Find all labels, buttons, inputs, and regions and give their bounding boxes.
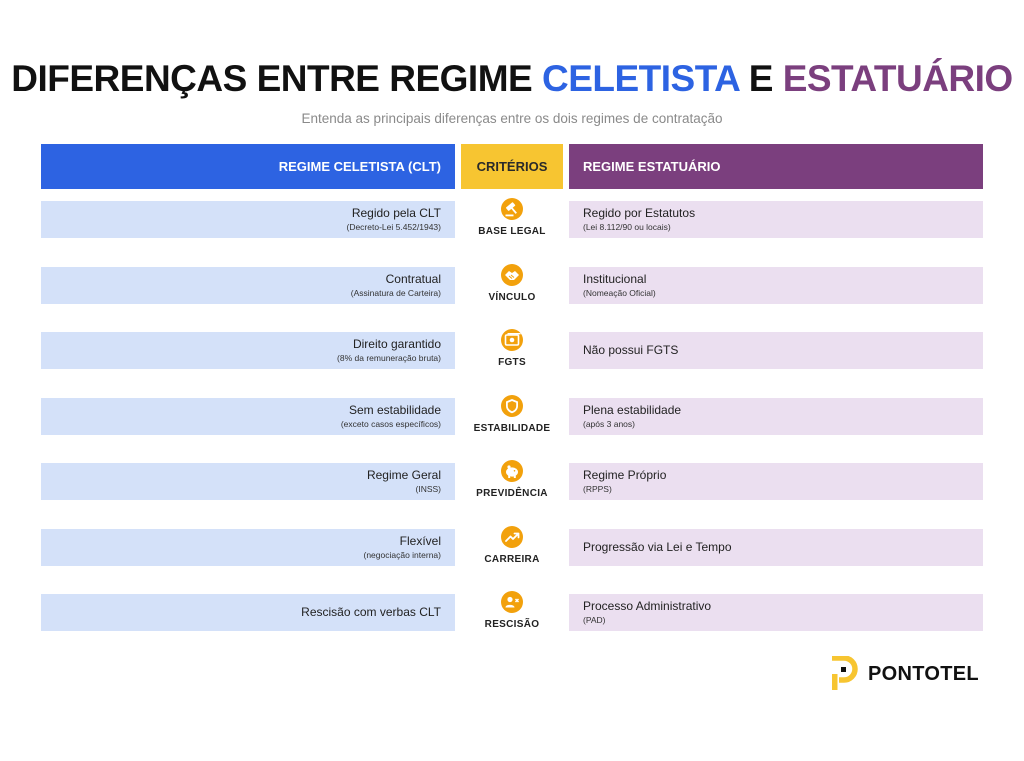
header-criterios-label: CRITÉRIOS: [476, 159, 548, 174]
page-title: DIFERENÇAS ENTRE REGIME CELETISTA E ESTA…: [0, 58, 1024, 100]
criterio-label: CARREIRA: [484, 553, 540, 565]
title-celetista: CELETISTA: [542, 58, 739, 99]
clt-cell: Flexível (negociação interna): [41, 528, 455, 566]
clt-main-text: Rescisão com verbas CLT: [301, 605, 441, 619]
criterio-label: VÍNCULO: [488, 291, 536, 303]
estatutario-main-text: Não possui FGTS: [583, 343, 679, 357]
pontotel-logo-icon: [832, 656, 858, 690]
title-part-3: E: [738, 58, 783, 99]
estatutario-cell: Processo Administrativo (PAD): [569, 594, 983, 631]
clt-main-text: Direito garantido: [352, 337, 441, 351]
estatutario-main-text: Processo Administrativo: [583, 599, 712, 613]
estatutario-cell: Plena estabilidade (após 3 anos): [569, 397, 983, 435]
estatutario-main-text: Plena estabilidade: [583, 402, 682, 417]
criterio-item: FGTS: [461, 329, 563, 368]
criterio-label: PREVIDÊNCIA: [476, 488, 548, 499]
shield-icon: [501, 394, 523, 417]
estatutario-main-text: Regido por Estatutos: [583, 206, 696, 220]
criterio-item: RESCISÃO: [461, 591, 563, 630]
estatutario-main-text: Institucional: [583, 271, 647, 286]
piggy-bank-icon: [501, 460, 523, 482]
clt-main-text: Sem estabilidade: [348, 402, 441, 417]
header-clt: REGIME CELETISTA (CLT): [41, 144, 455, 189]
clt-sub-text: (Assinatura de Carteira): [350, 287, 441, 298]
header-estatutario-label: REGIME ESTATUÁRIO: [583, 159, 721, 174]
estatutario-cell: Não possui FGTS: [569, 332, 983, 369]
clt-cell: Regido pela CLT (Decreto-Lei 5.452/1943): [41, 201, 455, 238]
pontotel-logo: PONTOTEL: [830, 656, 979, 692]
estatutario-main-text: Progressão via Lei e Tempo: [583, 539, 732, 554]
estatutario-sub-text: (Lei 8.112/90 ou locais): [583, 222, 671, 232]
criterio-label: FGTS: [498, 357, 526, 368]
estatutario-sub-text: (após 3 anos): [583, 418, 635, 429]
estatutario-sub-text: (Nomeação Oficial): [583, 287, 656, 298]
money-icon: [501, 329, 523, 351]
gavel-icon: [501, 198, 523, 220]
header-criterios: CRITÉRIOS: [461, 144, 563, 189]
clt-sub-text: (8% da remuneração bruta): [337, 353, 441, 363]
criterio-item: VÍNCULO: [461, 263, 563, 303]
estatutario-cell: Regime Próprio (RPPS): [569, 463, 983, 500]
criterio-label: ESTABILIDADE: [473, 422, 551, 434]
handshake-icon: [501, 263, 523, 286]
clt-cell: Regime Geral (INSS): [41, 463, 455, 500]
person-remove-icon: [501, 591, 523, 613]
clt-cell: Sem estabilidade (exceto casos específico…: [41, 397, 455, 435]
estatutario-cell: Institucional (Nomeação Oficial): [569, 266, 983, 304]
clt-sub-text: (negociação interna): [363, 549, 442, 560]
clt-main-text: Regido pela CLT: [351, 206, 441, 220]
estatutario-sub-text: (RPPS): [583, 484, 612, 494]
clt-main-text: Flexível: [399, 533, 441, 548]
clt-cell: Rescisão com verbas CLT: [41, 594, 455, 631]
clt-cell: Contratual (Assinatura de Carteira): [41, 266, 455, 304]
header-clt-label: REGIME CELETISTA (CLT): [278, 159, 441, 174]
header-estatutario: REGIME ESTATUÁRIO: [569, 144, 983, 189]
criterio-label: BASE LEGAL: [478, 226, 546, 237]
clt-cell: Direito garantido (8% da remuneração brut…: [41, 332, 455, 369]
page-subtitle: Entenda as principais diferenças entre o…: [301, 111, 723, 126]
title-estatuario: ESTATUÁRIO: [782, 58, 1014, 99]
clt-sub-text: (exceto casos específicos): [340, 418, 441, 429]
trending-up-icon: [501, 525, 523, 548]
criterio-item: ESTABILIDADE: [461, 394, 563, 434]
criterio-item: PREVIDÊNCIA: [461, 460, 563, 499]
criterio-item: CARREIRA: [461, 525, 563, 565]
logo-text: PONTOTEL: [868, 662, 979, 685]
criterio-label: RESCISÃO: [484, 619, 540, 630]
estatutario-sub-text: (PAD): [583, 615, 606, 625]
clt-sub-text: (Decreto-Lei 5.452/1943): [346, 222, 441, 232]
clt-sub-text: (INSS): [415, 484, 442, 494]
title-part-1: DIFERENÇAS ENTRE REGIME: [11, 58, 542, 99]
estatutario-main-text: Regime Próprio: [583, 468, 667, 482]
criterio-item: BASE LEGAL: [461, 198, 563, 237]
clt-main-text: Regime Geral: [366, 468, 441, 482]
estatutario-cell: Regido por Estatutos (Lei 8.112/90 ou loc…: [569, 201, 983, 238]
estatutario-cell: Progressão via Lei e Tempo: [569, 528, 983, 566]
clt-main-text: Contratual: [385, 271, 441, 286]
